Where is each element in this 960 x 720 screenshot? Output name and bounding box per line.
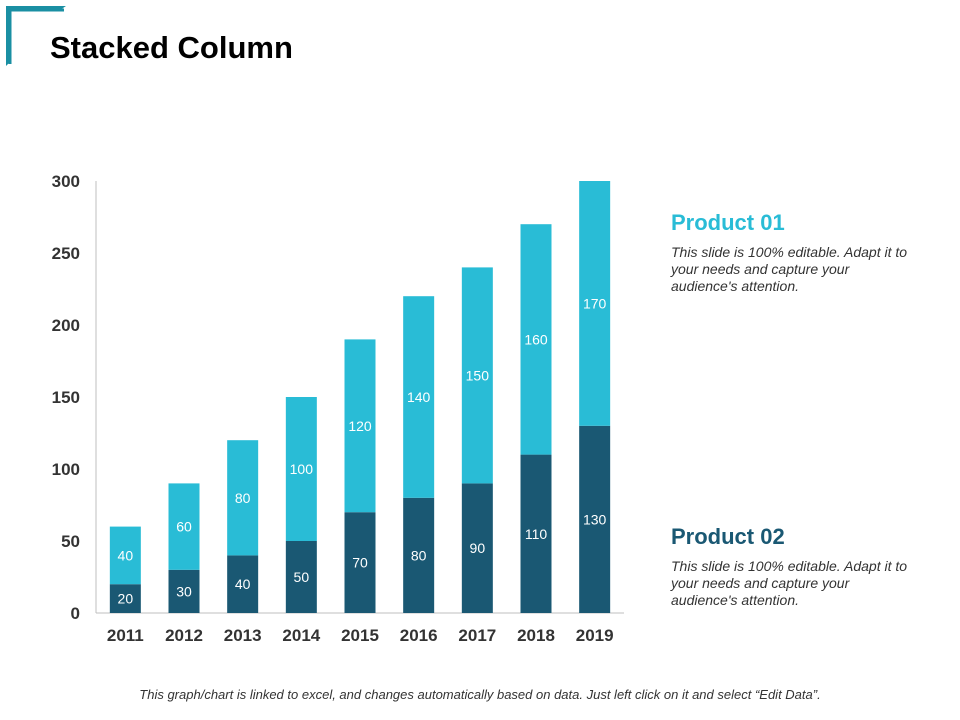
- y-tick-label: 0: [71, 604, 80, 623]
- x-tick-label: 2014: [282, 626, 320, 645]
- data-label: 20: [118, 591, 134, 607]
- legend-description-product-01: This slide is 100% editable. Adapt it to…: [671, 244, 908, 294]
- bar-segment: [168, 483, 200, 570]
- data-label: 30: [176, 583, 192, 599]
- bar-segment: [520, 454, 552, 613]
- data-label: 50: [294, 569, 310, 585]
- x-tick-label: 2016: [400, 626, 438, 645]
- bar-segment: [168, 569, 200, 613]
- x-tick-label: 2017: [458, 626, 496, 645]
- y-tick-label: 50: [61, 532, 80, 551]
- x-tick-label: 2019: [576, 626, 614, 645]
- legend-description-product-02: This slide is 100% editable. Adapt it to…: [671, 558, 908, 608]
- bar-segment: [285, 397, 317, 541]
- bar-segment: [227, 555, 259, 613]
- legend-title-product-01: Product 01: [671, 210, 785, 235]
- legend-product-01: Product 01 This slide is 100% editable. …: [671, 210, 911, 295]
- data-label: 120: [348, 418, 372, 434]
- bar-segment: [344, 339, 376, 513]
- bar-segment: [579, 425, 611, 613]
- data-label: 110: [525, 526, 548, 542]
- x-tick-label: 2018: [517, 626, 555, 645]
- bar-segment: [109, 526, 141, 585]
- page-title: Stacked Column: [50, 30, 293, 65]
- bar-segment: [461, 267, 493, 484]
- bar-segment: [461, 483, 493, 613]
- y-tick-label: 100: [52, 460, 80, 479]
- y-tick-label: 150: [52, 388, 80, 407]
- bar-segment: [403, 296, 435, 498]
- y-tick-label: 200: [52, 316, 80, 335]
- data-label: 80: [411, 547, 427, 563]
- data-label: 150: [466, 367, 490, 383]
- footer-note: This graph/chart is linked to excel, and…: [139, 687, 821, 702]
- x-tick-label: 2015: [341, 626, 379, 645]
- legend-product-02: Product 02 This slide is 100% editable. …: [671, 524, 911, 609]
- data-label: 160: [524, 331, 548, 347]
- corner-decoration: [6, 6, 66, 66]
- bar-segment: [109, 584, 141, 613]
- data-label: 130: [583, 511, 607, 527]
- x-tick-label: 2011: [107, 626, 144, 645]
- data-label: 70: [352, 555, 368, 571]
- y-tick-label: 250: [52, 244, 80, 263]
- bar-segment: [285, 541, 317, 613]
- bar-segment: [227, 440, 259, 556]
- legend-title-product-02: Product 02: [671, 524, 785, 549]
- data-label: 80: [235, 490, 251, 506]
- x-tick-label: 2013: [224, 626, 262, 645]
- bar-segment: [403, 497, 435, 613]
- data-label: 170: [583, 295, 607, 311]
- bar-segment: [579, 181, 611, 426]
- data-label: 140: [407, 389, 431, 405]
- data-label: 40: [235, 576, 251, 592]
- data-label: 90: [470, 540, 486, 556]
- data-label: 100: [290, 461, 314, 477]
- x-tick-label: 2012: [165, 626, 203, 645]
- data-label: 60: [176, 519, 192, 535]
- data-label: 40: [118, 547, 134, 563]
- bar-segment: [344, 512, 376, 613]
- y-tick-label: 300: [52, 172, 80, 191]
- bar-segment: [520, 224, 552, 455]
